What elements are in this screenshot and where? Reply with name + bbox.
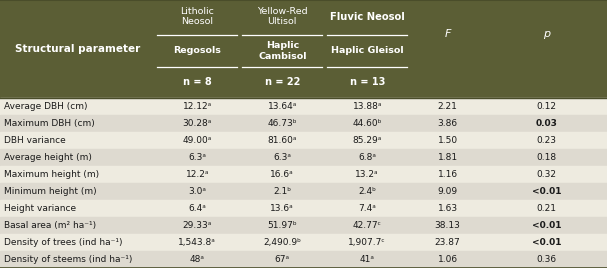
Bar xyxy=(0,98,607,115)
Text: 29.33ᵃ: 29.33ᵃ xyxy=(183,221,212,230)
Text: n = 8: n = 8 xyxy=(183,77,212,87)
Text: 13.88ᵃ: 13.88ᵃ xyxy=(353,102,382,111)
Text: Maximum DBH (cm): Maximum DBH (cm) xyxy=(4,119,95,128)
Text: 2.1ᵇ: 2.1ᵇ xyxy=(273,187,291,196)
Text: 23.87: 23.87 xyxy=(435,238,461,247)
Bar xyxy=(0,115,607,132)
Text: Density of trees (ind ha⁻¹): Density of trees (ind ha⁻¹) xyxy=(4,238,123,247)
Text: 1.06: 1.06 xyxy=(438,255,458,264)
Text: 0.03: 0.03 xyxy=(535,119,557,128)
Text: Maximum height (m): Maximum height (m) xyxy=(4,170,100,179)
Text: 30.28ᵃ: 30.28ᵃ xyxy=(183,119,212,128)
Text: 2.21: 2.21 xyxy=(438,102,458,111)
Text: Yellow-Red
Ultisol: Yellow-Red Ultisol xyxy=(257,7,308,26)
Text: n = 13: n = 13 xyxy=(350,77,385,87)
Text: 41ᵃ: 41ᵃ xyxy=(360,255,375,264)
Text: 49.00ᵃ: 49.00ᵃ xyxy=(183,136,212,145)
Text: 9.09: 9.09 xyxy=(438,187,458,196)
Text: 3.86: 3.86 xyxy=(438,119,458,128)
Text: 0.12: 0.12 xyxy=(537,102,556,111)
Text: 16.6ᵃ: 16.6ᵃ xyxy=(270,170,294,179)
Text: 13.6ᵃ: 13.6ᵃ xyxy=(270,204,294,213)
Text: 1.81: 1.81 xyxy=(438,153,458,162)
Text: Basal area (m² ha⁻¹): Basal area (m² ha⁻¹) xyxy=(4,221,97,230)
Text: 48ᵃ: 48ᵃ xyxy=(190,255,205,264)
Text: 12.2ᵃ: 12.2ᵃ xyxy=(186,170,209,179)
Text: 51.97ᵇ: 51.97ᵇ xyxy=(267,221,297,230)
Text: Minimum height (m): Minimum height (m) xyxy=(4,187,97,196)
Text: <0.01: <0.01 xyxy=(532,238,561,247)
Text: n = 22: n = 22 xyxy=(265,77,300,87)
Text: Fluvic Neosol: Fluvic Neosol xyxy=(330,12,405,22)
Text: 6.3ᵃ: 6.3ᵃ xyxy=(273,153,291,162)
Text: 1,543.8ᵃ: 1,543.8ᵃ xyxy=(178,238,216,247)
Text: 0.21: 0.21 xyxy=(537,204,556,213)
Text: Average DBH (cm): Average DBH (cm) xyxy=(4,102,88,111)
Bar xyxy=(0,251,607,268)
Bar xyxy=(0,149,607,166)
Text: 2.4ᵇ: 2.4ᵇ xyxy=(358,187,376,196)
Text: 7.4ᵃ: 7.4ᵃ xyxy=(358,204,376,213)
Text: Regosols: Regosols xyxy=(174,46,221,55)
Text: 44.60ᵇ: 44.60ᵇ xyxy=(353,119,382,128)
Bar xyxy=(0,183,607,200)
Bar xyxy=(0,200,607,217)
Text: 0.36: 0.36 xyxy=(536,255,557,264)
Text: 85.29ᵃ: 85.29ᵃ xyxy=(353,136,382,145)
Text: 0.32: 0.32 xyxy=(537,170,556,179)
Text: 2,490.9ᵇ: 2,490.9ᵇ xyxy=(263,238,301,247)
Text: 1.50: 1.50 xyxy=(438,136,458,145)
Text: 3.0ᵃ: 3.0ᵃ xyxy=(188,187,206,196)
Text: 1,907.7ᶜ: 1,907.7ᶜ xyxy=(348,238,386,247)
Text: 0.23: 0.23 xyxy=(537,136,556,145)
Text: 1.16: 1.16 xyxy=(438,170,458,179)
Text: 6.4ᵃ: 6.4ᵃ xyxy=(188,204,206,213)
Text: Height variance: Height variance xyxy=(4,204,76,213)
Text: 1.63: 1.63 xyxy=(438,204,458,213)
Text: p: p xyxy=(543,29,550,39)
Text: 67ᵃ: 67ᵃ xyxy=(275,255,290,264)
Text: <0.01: <0.01 xyxy=(532,221,561,230)
Text: Structural parameter: Structural parameter xyxy=(15,44,140,54)
Text: Haplic
Cambisol: Haplic Cambisol xyxy=(258,41,307,61)
Text: Average height (m): Average height (m) xyxy=(4,153,92,162)
Text: 81.60ᵃ: 81.60ᵃ xyxy=(268,136,297,145)
Bar xyxy=(0,234,607,251)
Text: 0.18: 0.18 xyxy=(536,153,557,162)
Bar xyxy=(0,217,607,234)
Text: DBH variance: DBH variance xyxy=(4,136,66,145)
Text: Litholic
Neosol: Litholic Neosol xyxy=(180,7,214,26)
Bar xyxy=(0,166,607,183)
Text: 13.64ᵃ: 13.64ᵃ xyxy=(268,102,297,111)
Text: 12.12ᵃ: 12.12ᵃ xyxy=(183,102,212,111)
Text: 6.3ᵃ: 6.3ᵃ xyxy=(188,153,206,162)
Text: 42.77ᶜ: 42.77ᶜ xyxy=(353,221,382,230)
Text: 46.73ᵇ: 46.73ᵇ xyxy=(268,119,297,128)
Text: 13.2ᵃ: 13.2ᵃ xyxy=(356,170,379,179)
Text: 38.13: 38.13 xyxy=(435,221,461,230)
Text: <0.01: <0.01 xyxy=(532,187,561,196)
Text: F: F xyxy=(444,29,451,39)
Text: Density of steems (ind ha⁻¹): Density of steems (ind ha⁻¹) xyxy=(4,255,132,264)
Text: 6.8ᵃ: 6.8ᵃ xyxy=(358,153,376,162)
Text: Haplic Gleisol: Haplic Gleisol xyxy=(331,46,404,55)
Bar xyxy=(0,132,607,149)
